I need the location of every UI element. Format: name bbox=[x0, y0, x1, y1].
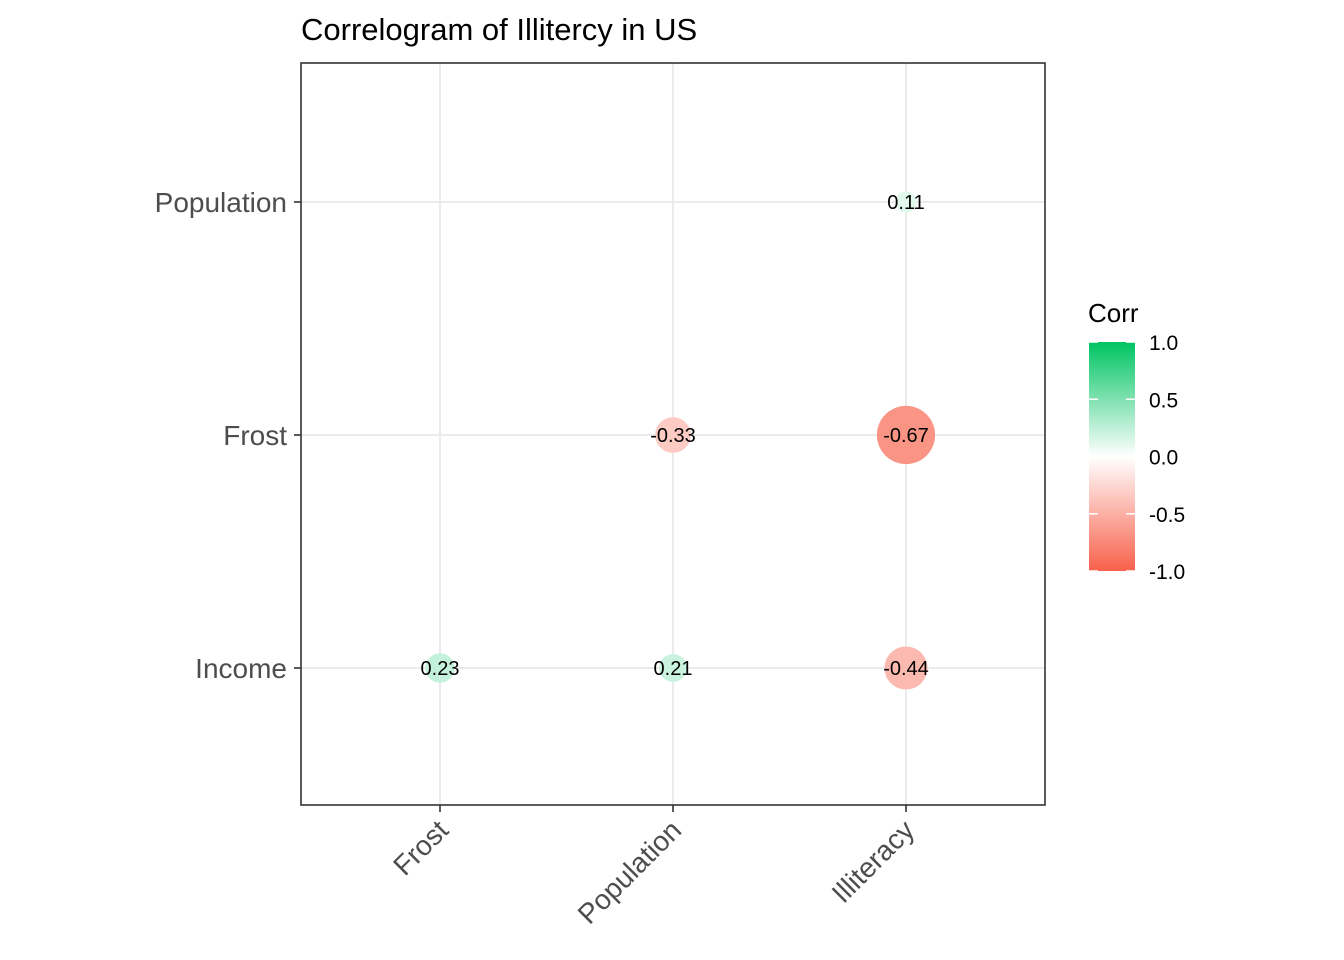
x-tick-label-illiteracy: Illiteracy bbox=[826, 814, 921, 909]
corr-point-population-income bbox=[659, 654, 687, 682]
corr-label-illiteracy-population: 0.11 bbox=[887, 192, 924, 214]
y-tick-label-income: Income bbox=[195, 653, 287, 684]
chart-title: Correlogram of Illitercy in US bbox=[301, 12, 697, 47]
color-legend: Corr 1.0 0.5 0.0 -0.5 -1.0 bbox=[1088, 298, 1185, 584]
y-tick-label-population: Population bbox=[155, 187, 287, 218]
plot-panel: 0.11 -0.33 -0.67 0.23 0.21 -0.44 bbox=[300, 62, 1046, 806]
legend-title: Corr bbox=[1088, 298, 1139, 328]
y-axis: Income Frost Population bbox=[155, 187, 301, 684]
corr-label-population-frost: -0.33 bbox=[650, 425, 696, 447]
corr-label-population-income: 0.21 bbox=[654, 658, 693, 680]
legend-label-0-5: 0.5 bbox=[1149, 389, 1178, 412]
x-tick-label-frost: Frost bbox=[387, 814, 454, 881]
corr-point-illiteracy-frost bbox=[876, 405, 936, 465]
x-axis: Frost Population Illiteracy bbox=[387, 805, 920, 930]
corr-point-population-frost bbox=[655, 417, 691, 453]
legend-label-1: 1.0 bbox=[1149, 332, 1178, 355]
x-tick-label-population: Population bbox=[572, 814, 688, 930]
correlation-points: 0.11 -0.33 -0.67 0.23 0.21 -0.44 bbox=[421, 191, 936, 690]
corr-point-illiteracy-income bbox=[884, 646, 928, 690]
legend-label-neg0-5: -0.5 bbox=[1149, 504, 1185, 527]
corr-label-illiteracy-income: -0.44 bbox=[883, 658, 929, 680]
y-tick-label-frost: Frost bbox=[223, 420, 287, 451]
corr-point-frost-income bbox=[425, 653, 455, 683]
corr-label-frost-income: 0.23 bbox=[421, 658, 460, 680]
legend-label-neg1: -1.0 bbox=[1149, 561, 1185, 584]
corr-point-illiteracy-population bbox=[895, 191, 917, 213]
corr-label-illiteracy-frost: -0.67 bbox=[883, 425, 929, 447]
legend-ticks: 1.0 0.5 0.0 -0.5 -1.0 bbox=[1089, 332, 1185, 584]
legend-label-0: 0.0 bbox=[1149, 447, 1178, 470]
